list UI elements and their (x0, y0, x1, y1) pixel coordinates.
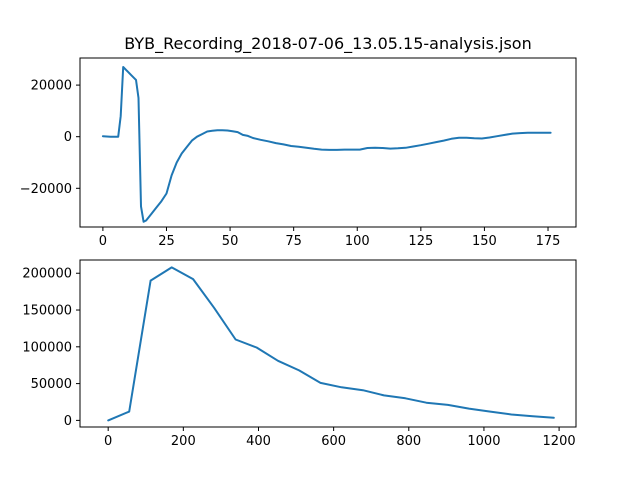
x-tick-label: 100 (345, 234, 370, 249)
x-tick-label: 125 (408, 234, 433, 249)
x-tick-label: 25 (158, 234, 175, 249)
y-tick-label: 150000 (22, 304, 72, 319)
y-tick-label: 200000 (22, 267, 72, 282)
y-tick-label: −20000 (20, 182, 72, 197)
x-tick-label: 400 (246, 434, 271, 449)
x-tick-label: 0 (99, 234, 107, 249)
chart-title: BYB_Recording_2018-07-06_13.05.15-analys… (124, 34, 531, 54)
y-tick-label: 50000 (31, 377, 72, 392)
top-plot: 0 25 50 75 100 125 150 175 −20000 0 20000 (20, 57, 577, 249)
y-tick-label: 0 (64, 130, 72, 145)
x-tick-label: 600 (321, 434, 346, 449)
series-line (107, 266, 555, 422)
x-tick-label: 175 (536, 234, 561, 249)
x-tick-label: 200 (171, 434, 196, 449)
y-tick-label: 20000 (31, 79, 72, 94)
series-line (101, 66, 552, 223)
x-tick-label: 150 (472, 234, 497, 249)
x-tick-label: 0 (104, 434, 112, 449)
plot-frame (79, 57, 577, 228)
x-tick-label: 75 (285, 234, 302, 249)
plot-frame (79, 259, 577, 428)
bottom-plot: 0 200 400 600 800 1000 1200 0 50000 100000 150000 2… (22, 259, 577, 449)
x-tick-label: 1200 (543, 434, 576, 449)
y-tick-label: 100000 (22, 340, 72, 355)
x-tick-label: 1000 (467, 434, 500, 449)
x-tick-label: 800 (396, 434, 421, 449)
y-tick-label: 0 (64, 414, 72, 429)
x-tick-label: 50 (222, 234, 239, 249)
